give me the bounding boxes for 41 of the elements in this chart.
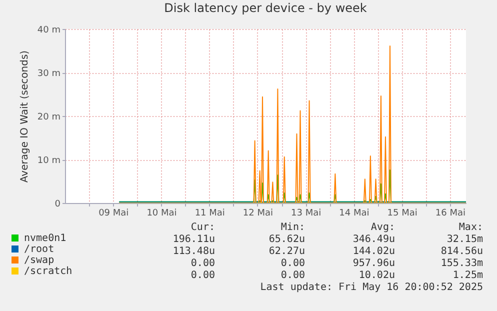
legend-label: /root bbox=[24, 244, 54, 255]
text: 155.33m bbox=[440, 258, 483, 270]
text: Avg: bbox=[370, 222, 395, 234]
text: Last update: Fri May 16 20:00:52 2025 bbox=[260, 282, 483, 294]
text: 0.00 bbox=[190, 258, 215, 270]
y-tick-label: 30 m bbox=[37, 69, 60, 79]
y-tick-label: 0 bbox=[54, 200, 61, 210]
x-tick-label: 15 Mai bbox=[387, 208, 418, 218]
text: 113.48u bbox=[172, 246, 215, 258]
text: 65.62u bbox=[268, 234, 305, 246]
text: Min: bbox=[280, 222, 305, 234]
text: 32.15m bbox=[446, 234, 483, 246]
text: 814.56u bbox=[440, 246, 483, 258]
text: 62.27u bbox=[268, 246, 305, 258]
text: 0.00 bbox=[280, 270, 305, 282]
legend-label: /swap bbox=[24, 255, 54, 266]
y-tick-label: 20 m bbox=[37, 112, 60, 122]
text: 0.00 bbox=[280, 258, 305, 270]
text: Max: bbox=[458, 222, 483, 234]
text: Cur: bbox=[190, 222, 215, 234]
legend-label: nvme0n1 bbox=[24, 233, 66, 244]
text: 957.96u bbox=[352, 258, 395, 270]
x-tick-label: 09 Mai bbox=[98, 208, 129, 218]
legend-label: /scratch bbox=[24, 266, 72, 277]
text: 0.00 bbox=[190, 270, 215, 282]
x-tick-label: 11 Mai bbox=[194, 208, 225, 218]
text: 196.11u bbox=[172, 234, 215, 246]
text: 1.25m bbox=[452, 270, 483, 282]
y-tick-label: 10 m bbox=[37, 156, 60, 166]
x-tick-label: 14 Mai bbox=[339, 208, 370, 218]
chart-title: Disk latency per device - by week bbox=[164, 1, 367, 15]
text: 144.02u bbox=[352, 246, 395, 258]
line-series bbox=[118, 169, 466, 202]
x-tick-label: 16 Mai bbox=[435, 208, 466, 218]
x-tick-label: 10 Mai bbox=[146, 208, 177, 218]
x-tick-label: 13 Mai bbox=[291, 208, 322, 218]
y-axis-title: Average IO Wait (seconds) bbox=[19, 50, 30, 183]
x-tick-label: 12 Mai bbox=[242, 208, 274, 218]
text: 10.02u bbox=[358, 270, 395, 282]
text: 346.49u bbox=[352, 234, 395, 246]
y-tick-label: 40 m bbox=[37, 26, 60, 36]
